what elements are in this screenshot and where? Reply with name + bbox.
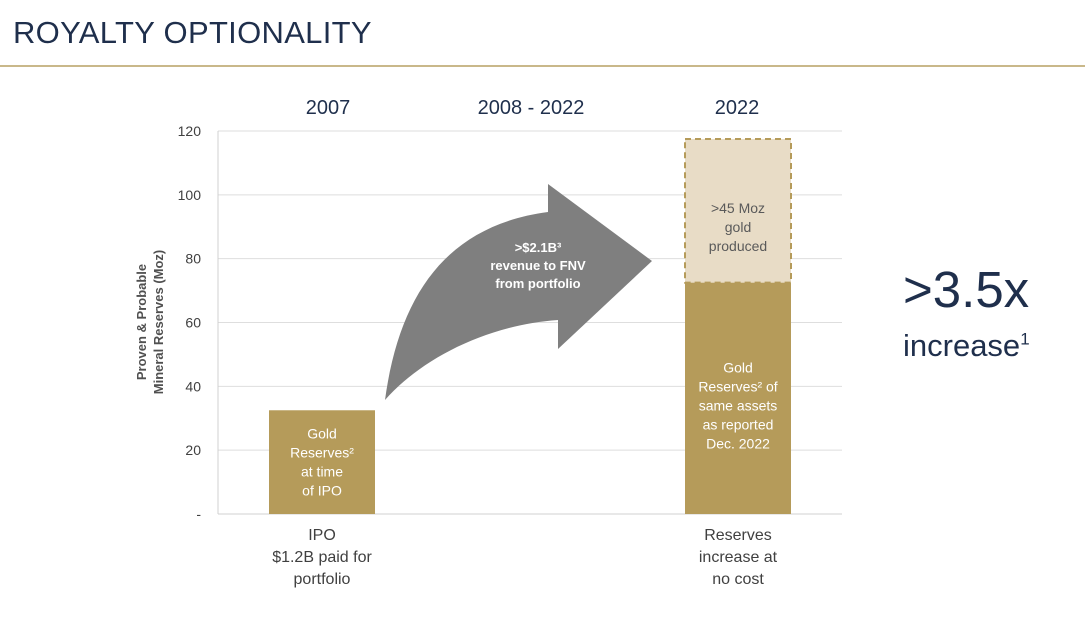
y-tick-label: 80	[185, 251, 201, 267]
y-axis-title: Proven & Probable Mineral Reserves (Moz)	[134, 250, 166, 395]
bar-footer-line: portfolio	[294, 571, 351, 588]
bar-label-line: at time	[301, 463, 343, 479]
bar-footer-line: $1.2B paid for	[272, 549, 372, 566]
y-axis-title-line: Proven & Probable	[134, 264, 149, 380]
period-header: 2008 - 2022	[478, 97, 585, 119]
bar-segment	[269, 410, 375, 514]
bar-label-line: Gold	[307, 425, 337, 441]
bar-segment-label: >45 Moz gold produced	[709, 200, 767, 254]
bar-label-line: as reported	[703, 417, 774, 433]
bar-label-line: Dec. 2022	[706, 436, 770, 452]
bar-segment-label: Gold Reserves² of same assets as reported De…	[698, 360, 777, 452]
bar-segment	[685, 282, 791, 514]
slide-title: ROYALTY OPTIONALITY	[13, 15, 372, 50]
bar-footer-line: Reserves	[704, 527, 772, 544]
period-header: 2007	[306, 97, 351, 119]
bar-label-line: same assets	[699, 398, 778, 414]
increase-multiple: >3.5x	[903, 261, 1030, 318]
y-tick-label: 120	[178, 123, 202, 139]
bar-segment-label: Gold Reserves² at time of IPO	[290, 425, 354, 498]
y-tick-label: -	[196, 506, 201, 522]
bar-label-line: Reserves² of	[698, 379, 777, 395]
y-tick-label: 20	[185, 442, 201, 458]
y-axis-title-line: Mineral Reserves (Moz)	[151, 250, 166, 395]
bar-label-line: >45 Moz	[711, 200, 765, 216]
arrow-annotation-line: >$2.1B³	[515, 240, 562, 255]
bar-footer-line: no cost	[712, 571, 764, 588]
increase-label: increase1	[903, 328, 1030, 364]
arrow-annotation-line: revenue to FNV	[490, 258, 586, 273]
title-divider	[0, 65, 1085, 67]
increase-word: increase	[903, 328, 1021, 363]
bar-footer: Reserves increase at no cost	[699, 527, 778, 588]
bar-footer: IPO $1.2B paid for portfolio	[272, 527, 372, 588]
y-tick-label: 60	[185, 315, 201, 331]
arrow-annotation: >$2.1B³ revenue to FNV from portfolio	[490, 240, 586, 291]
increase-callout: >3.5x increase1	[903, 262, 1030, 364]
bar-footer-line: increase at	[699, 549, 778, 566]
bar-label-line: gold	[725, 219, 751, 235]
bar-label-line: of IPO	[302, 482, 342, 498]
y-tick-label: 40	[185, 378, 201, 394]
bar-label-line: Gold	[723, 360, 753, 376]
y-tick-label: 100	[178, 187, 202, 203]
footnote-marker: 1	[1020, 329, 1030, 349]
bar-segment	[684, 137, 792, 284]
period-header: 2022	[715, 97, 760, 119]
bar-label-line: produced	[709, 238, 767, 254]
growth-arrow	[385, 184, 652, 400]
arrow-annotation-line: from portfolio	[495, 276, 580, 291]
bar-footer-line: IPO	[308, 527, 336, 544]
bar-label-line: Reserves²	[290, 444, 354, 460]
